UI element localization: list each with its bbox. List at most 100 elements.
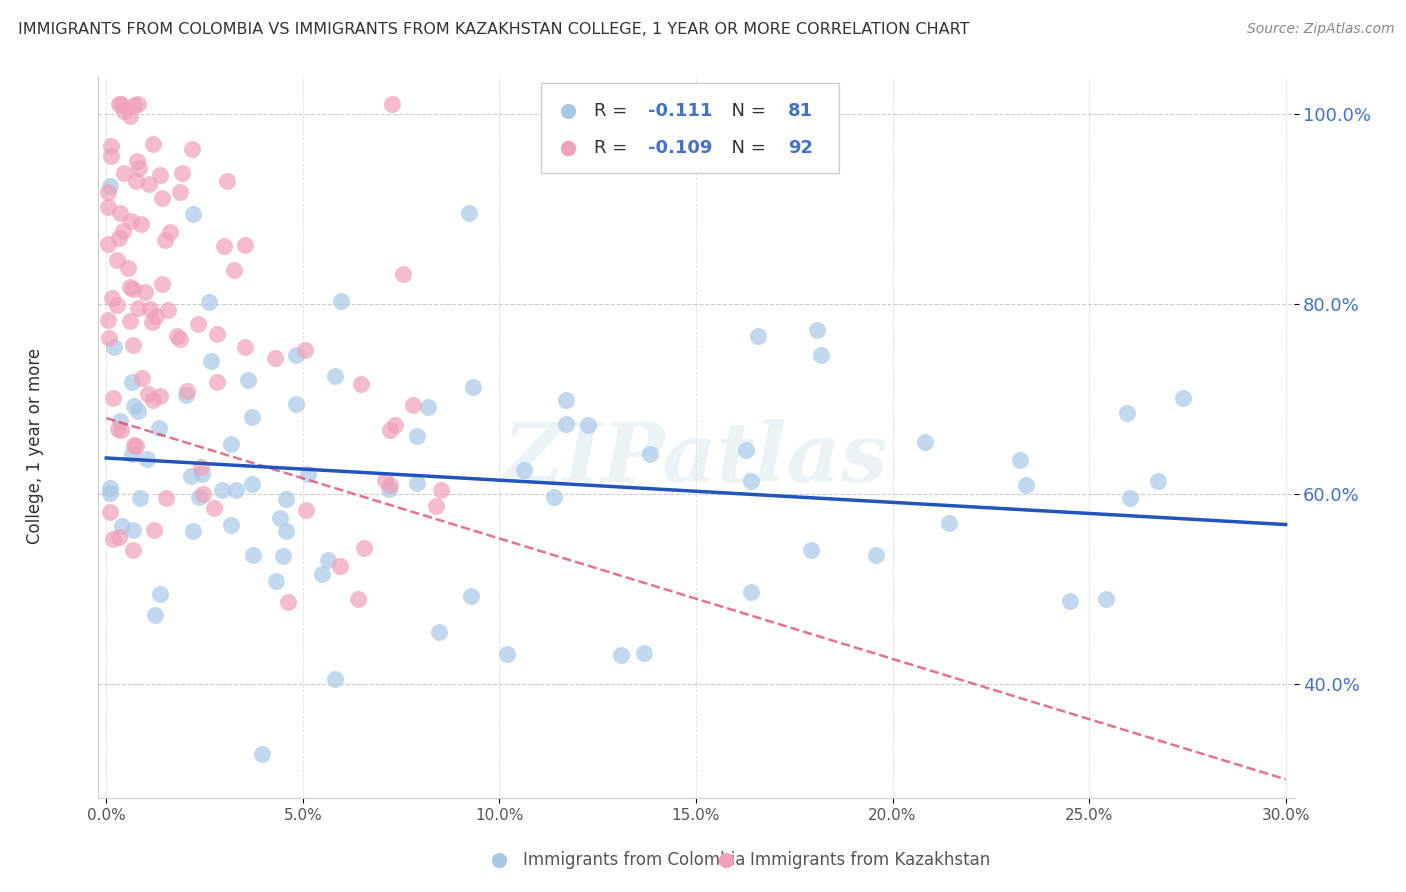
Point bbox=[159, 225, 181, 239]
Point bbox=[190, 459, 212, 474]
Text: 92: 92 bbox=[787, 139, 813, 157]
Point bbox=[277, 594, 299, 608]
Point bbox=[111, 519, 134, 533]
Point bbox=[190, 467, 212, 482]
Point bbox=[242, 548, 264, 562]
Point bbox=[799, 542, 821, 557]
Point bbox=[1171, 391, 1194, 405]
Point bbox=[425, 499, 447, 513]
Point bbox=[148, 421, 170, 435]
Point bbox=[128, 161, 150, 176]
Point bbox=[384, 417, 406, 432]
Point bbox=[865, 548, 887, 562]
Point bbox=[1008, 453, 1031, 467]
Point bbox=[219, 517, 242, 532]
Point bbox=[125, 154, 148, 169]
Point bbox=[101, 291, 124, 305]
Point bbox=[207, 375, 229, 389]
Point bbox=[97, 200, 120, 214]
Point bbox=[121, 375, 143, 389]
Point bbox=[284, 397, 307, 411]
Point bbox=[418, 401, 440, 415]
Point bbox=[610, 648, 633, 662]
Point bbox=[100, 138, 122, 153]
Point bbox=[633, 646, 655, 660]
Point bbox=[122, 399, 145, 413]
Point bbox=[276, 524, 298, 538]
Point bbox=[180, 469, 202, 483]
Point bbox=[198, 294, 221, 309]
Point bbox=[122, 338, 145, 352]
Point bbox=[143, 607, 166, 622]
Point bbox=[734, 442, 756, 457]
Point bbox=[381, 97, 404, 112]
Point bbox=[180, 142, 202, 156]
Point bbox=[225, 483, 247, 498]
Point bbox=[136, 387, 159, 401]
Point bbox=[100, 149, 122, 163]
Point bbox=[105, 252, 128, 267]
Point bbox=[111, 224, 134, 238]
Point bbox=[142, 393, 165, 408]
Point bbox=[316, 553, 339, 567]
Text: -0.111: -0.111 bbox=[648, 102, 713, 120]
Text: N =: N = bbox=[720, 139, 772, 157]
Point bbox=[250, 747, 273, 761]
Point bbox=[112, 104, 135, 119]
Point bbox=[107, 422, 129, 436]
Text: IMMIGRANTS FROM COLOMBIA VS IMMIGRANTS FROM KAZAKHSTAN COLLEGE, 1 YEAR OR MORE C: IMMIGRANTS FROM COLOMBIA VS IMMIGRANTS F… bbox=[18, 22, 970, 37]
Point bbox=[98, 481, 121, 495]
Point bbox=[1146, 474, 1168, 488]
Point bbox=[149, 169, 172, 183]
Point bbox=[169, 332, 191, 346]
Point bbox=[1119, 491, 1142, 505]
Text: ZIPatlas: ZIPatlas bbox=[503, 418, 889, 499]
Point bbox=[121, 447, 143, 461]
Point bbox=[181, 207, 204, 221]
Point bbox=[108, 97, 131, 112]
Point bbox=[105, 298, 128, 312]
Point bbox=[145, 309, 167, 323]
Point bbox=[191, 487, 214, 501]
Point bbox=[747, 329, 769, 343]
Point bbox=[97, 237, 120, 252]
Point bbox=[112, 166, 135, 180]
Point bbox=[110, 423, 132, 437]
Point bbox=[124, 440, 146, 454]
Point bbox=[98, 179, 121, 194]
Point bbox=[806, 323, 828, 337]
Point bbox=[214, 239, 236, 253]
Point bbox=[938, 516, 960, 530]
Point bbox=[211, 483, 233, 497]
Point bbox=[1095, 592, 1118, 607]
Point bbox=[240, 477, 263, 491]
Point bbox=[98, 505, 121, 519]
Point bbox=[120, 279, 142, 293]
Point bbox=[1059, 593, 1081, 607]
Point bbox=[122, 98, 145, 112]
Text: Immigrants from Colombia: Immigrants from Colombia bbox=[523, 851, 745, 869]
Point bbox=[150, 191, 173, 205]
Text: N =: N = bbox=[720, 102, 772, 120]
Point bbox=[330, 294, 353, 309]
Point bbox=[122, 438, 145, 452]
Point bbox=[350, 377, 373, 392]
Point bbox=[269, 511, 291, 525]
Point bbox=[543, 490, 565, 504]
Point bbox=[810, 348, 832, 362]
Point bbox=[103, 532, 125, 546]
Point bbox=[380, 478, 402, 492]
Text: R =: R = bbox=[595, 102, 633, 120]
Point bbox=[120, 213, 142, 227]
Point bbox=[120, 314, 142, 328]
Point bbox=[374, 473, 396, 487]
Point bbox=[129, 217, 152, 231]
Point bbox=[97, 185, 120, 199]
Point bbox=[188, 490, 211, 504]
Point bbox=[136, 451, 159, 466]
Point bbox=[202, 500, 225, 515]
Point bbox=[740, 585, 762, 599]
Point bbox=[295, 503, 318, 517]
Point bbox=[264, 351, 287, 365]
Point bbox=[271, 549, 294, 563]
